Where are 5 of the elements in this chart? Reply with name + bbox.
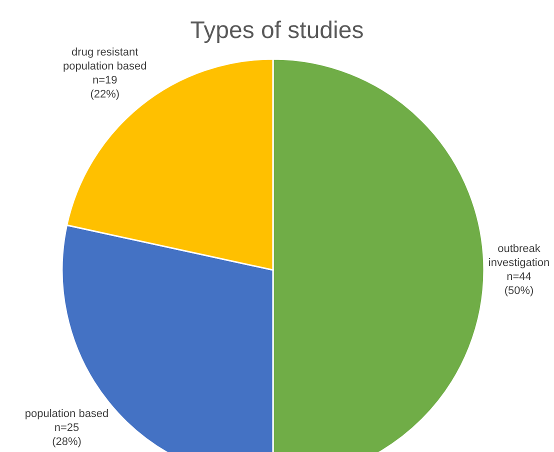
data-label: n=44 (50%) — [504, 270, 534, 297]
chart-title: Types of studies — [190, 17, 364, 44]
data-label: n=25 (28%) — [52, 422, 82, 448]
data-label: n=19 (22%) — [90, 74, 120, 101]
slice-label: population based — [24, 408, 109, 420]
